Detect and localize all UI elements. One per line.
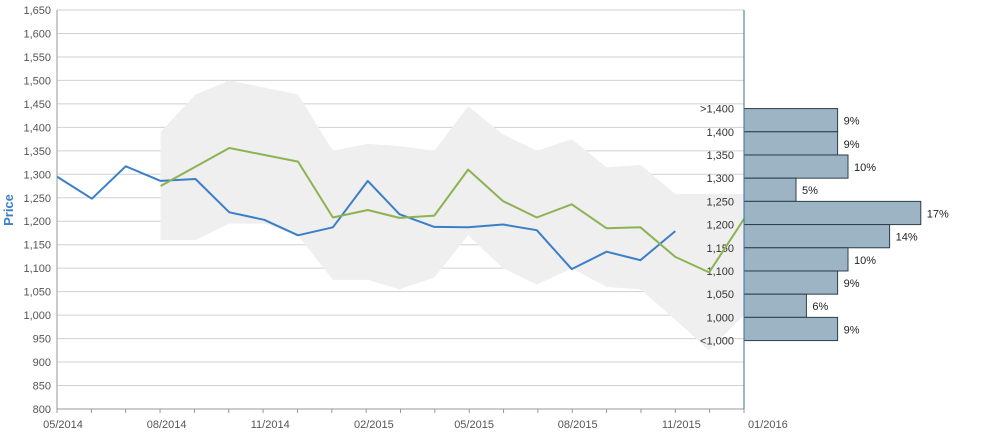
distribution-bar (743, 131, 839, 156)
distribution-bin-label: 1,000 (706, 312, 734, 324)
distribution-bar-value: 17% (927, 208, 949, 220)
actual-series-line (56, 165, 676, 271)
distribution-bar-value: 10% (854, 255, 876, 267)
distribution-bar (743, 270, 839, 295)
y-tick-label: 850 (33, 381, 51, 393)
y-tick-label: 1,000 (23, 310, 51, 322)
forecast-series-line (160, 147, 745, 274)
distribution-bar (743, 224, 891, 249)
y-tick-label: 1,100 (23, 263, 51, 275)
y-tick-label: 950 (33, 334, 51, 346)
y-tick-label: 1,350 (23, 146, 51, 158)
distribution-bar-value: 14% (896, 232, 918, 244)
x-tick-label: 11/2014 (251, 419, 290, 431)
distribution-bar-value: 10% (854, 162, 876, 174)
distribution-bar-value: 9% (844, 278, 860, 290)
distribution-bar (743, 247, 849, 272)
x-tick-label: 08/2015 (558, 419, 598, 431)
distribution-bar-value: 9% (844, 324, 860, 336)
y-tick-label: 800 (33, 404, 51, 416)
distribution-bin-label: 1,200 (706, 220, 734, 232)
distribution-bin-label: >1,400 (700, 104, 734, 116)
y-tick-label: 1,250 (23, 193, 51, 205)
distribution-bar-value: 5% (802, 185, 818, 197)
y-tick-label: 1,200 (23, 216, 51, 228)
distribution-bin-label: 1,050 (706, 289, 734, 301)
distribution-bin-label: <1,000 (700, 336, 734, 348)
axes: 800 850 900 950 1,000 1,050 1,100 1,150 1,200 1,2… (23, 5, 787, 431)
x-tick-label: 02/2015 (354, 419, 394, 431)
y-tick-label: 1,450 (23, 99, 51, 111)
y-tick-label: 1,600 (23, 28, 51, 40)
distribution-bin-label: 1,300 (706, 173, 734, 185)
series-lines (56, 147, 745, 274)
distribution-bar (743, 108, 839, 133)
price-distribution: 9% >1,400 9% 1,400 10% 1,350 5% 1,300 17% 1,250 14… (700, 104, 949, 348)
distribution-bar-value: 9% (844, 116, 860, 128)
distribution-bar (743, 154, 849, 179)
y-tick-label: 1,050 (23, 287, 51, 299)
x-tick-label: 05/2015 (454, 419, 494, 431)
distribution-bar (743, 177, 797, 202)
distribution-bar (743, 200, 922, 226)
y-tick-label: 1,400 (23, 122, 51, 134)
distribution-bin-label: 1,400 (706, 127, 734, 139)
y-tick-label: 1,550 (23, 52, 51, 64)
x-tick-label: 05/2014 (43, 419, 83, 431)
y-axis-label: Price (1, 194, 16, 226)
distribution-bar (743, 293, 807, 318)
x-tick-label: 11/2015 (662, 419, 701, 431)
y-tick-label: 1,650 (23, 5, 51, 17)
x-tick-label: 01/2016 (748, 419, 788, 431)
distribution-bin-label: 1,350 (706, 150, 734, 162)
y-tick-label: 1,500 (23, 75, 51, 87)
distribution-bin-label: 1,250 (706, 196, 734, 208)
x-tick-label: 08/2014 (147, 419, 187, 431)
distribution-bin-label: 1,150 (706, 243, 734, 255)
distribution-bar-value: 6% (812, 301, 828, 313)
forecast-band (160, 80, 745, 351)
distribution-bar (743, 316, 839, 342)
distribution-bar-value: 9% (844, 139, 860, 151)
y-tick-label: 1,150 (23, 240, 51, 252)
band-area (160, 80, 745, 351)
y-tick-label: 1,300 (23, 169, 51, 181)
y-tick-label: 900 (33, 357, 51, 369)
distribution-bin-label: 1,100 (706, 266, 734, 278)
